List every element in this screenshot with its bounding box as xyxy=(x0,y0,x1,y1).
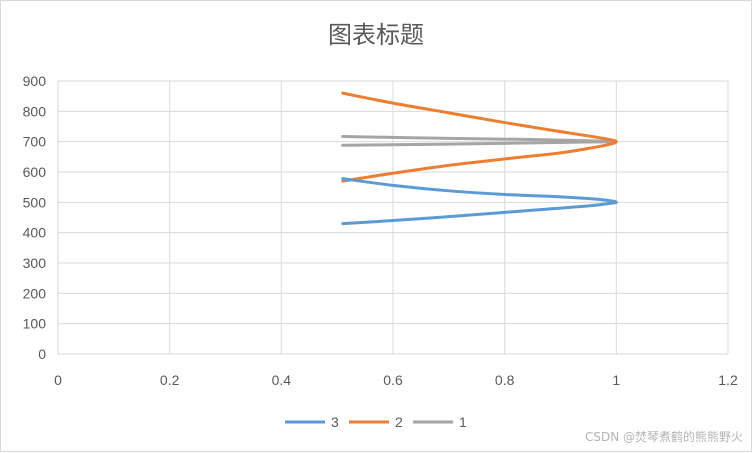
x-tick-label-0.8: 0.8 xyxy=(495,372,515,388)
legend-label-2: 2 xyxy=(395,414,403,430)
watermark: CSDN @焚琴煮鹤的熊熊野火 xyxy=(584,430,743,444)
legend-label-1: 1 xyxy=(459,414,467,430)
x-tick-label-0.2: 0.2 xyxy=(160,372,180,388)
series-line-1 xyxy=(341,135,618,147)
x-tick-label-1.2: 1.2 xyxy=(718,372,738,388)
series-line-2 xyxy=(341,91,618,183)
x-tick-label-0: 0 xyxy=(54,372,62,388)
y-tick-label-800: 800 xyxy=(23,103,47,119)
y-tick-label-900: 900 xyxy=(23,73,47,89)
series-line-3 xyxy=(341,177,618,226)
y-tick-label-500: 500 xyxy=(23,194,47,210)
y-tick-label-0: 0 xyxy=(38,346,46,362)
legend-label-3: 3 xyxy=(331,414,339,430)
x-tick-label-1: 1 xyxy=(612,372,620,388)
y-tick-label-700: 700 xyxy=(23,134,47,150)
y-tick-label-400: 400 xyxy=(23,225,47,241)
y-tick-label-600: 600 xyxy=(23,164,47,180)
y-tick-label-200: 200 xyxy=(23,285,47,301)
x-tick-label-0.6: 0.6 xyxy=(383,372,403,388)
chart-title: 图表标题 xyxy=(328,21,424,49)
y-tick-label-300: 300 xyxy=(23,255,47,271)
y-tick-label-100: 100 xyxy=(23,316,47,332)
x-tick-label-0.4: 0.4 xyxy=(272,372,292,388)
